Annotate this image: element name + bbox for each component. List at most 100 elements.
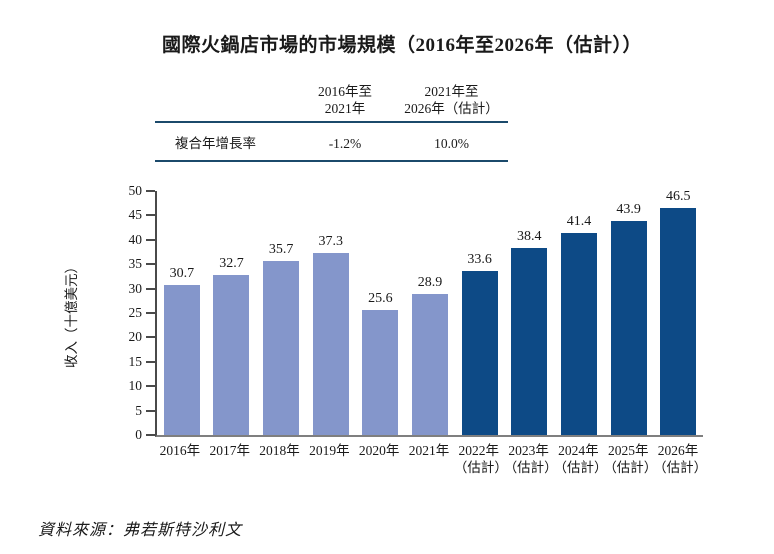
y-tick bbox=[146, 238, 155, 241]
y-tick bbox=[146, 360, 155, 363]
cagr-table-rule-top bbox=[155, 121, 508, 123]
cagr-table-header-period-2: 2021年至 2026年（估計） bbox=[395, 84, 508, 117]
period-1-line-2: 2021年 bbox=[324, 100, 366, 116]
bar-value-label: 37.3 bbox=[318, 233, 343, 249]
bar-2016年 bbox=[163, 285, 200, 435]
bar-2023年 bbox=[511, 247, 548, 435]
y-tick bbox=[146, 263, 155, 266]
cagr-row-label: 複合年增長率 bbox=[175, 136, 256, 151]
x-axis-label-estimate: （估計） bbox=[553, 460, 608, 475]
x-axis-label-estimate: （估計） bbox=[603, 460, 658, 475]
y-tick-label: 30 bbox=[128, 280, 143, 296]
x-axis-label: 2026年 （估計） bbox=[653, 442, 708, 476]
bar-column: 28.9 bbox=[405, 275, 455, 435]
cagr-table-header-period-1: 2016年至 2021年 bbox=[295, 84, 395, 117]
bar-2018年 bbox=[263, 260, 300, 435]
cagr-table-header-row: 2016年至 2021年 2021年至 2026年（估計） bbox=[155, 84, 508, 117]
figure-title: 國際火鍋店市場的市場規模（2016年至2026年（估計）） bbox=[161, 35, 642, 56]
x-axis-label-year: 2016年 bbox=[159, 443, 201, 458]
bar-2024年 bbox=[560, 232, 597, 435]
x-axis-label: 2023年 （估計） bbox=[503, 442, 558, 476]
bar-value-label: 43.9 bbox=[616, 201, 641, 217]
bar-2022年 bbox=[461, 271, 498, 435]
bar-column: 33.6 bbox=[455, 252, 505, 435]
x-axis-label: 2017年 bbox=[205, 442, 255, 476]
x-axis-label: 2021年 bbox=[404, 442, 454, 476]
y-tick-label: 45 bbox=[128, 207, 143, 223]
x-axis-label-year: 2018年 bbox=[259, 443, 300, 458]
x-axis-label: 2022年 （估計） bbox=[453, 442, 508, 476]
bar-column: 43.9 bbox=[604, 202, 654, 435]
y-tick-label: 0 bbox=[135, 427, 142, 442]
x-axis-label-estimate: （估計） bbox=[503, 460, 558, 475]
x-axis-label-year: 2023年 bbox=[508, 443, 549, 458]
bar-2021年 bbox=[412, 293, 449, 435]
plot-area: 0 5 10 15 20 25 30 35 40 45 50 30.7 32.7 35.7 37.3 25.… bbox=[129, 184, 703, 441]
x-axis-labels: 2016年 2017年 2018年 2019年 2020年 2021年 2022年 （估計） 2… bbox=[155, 442, 708, 476]
bar-column: 37.3 bbox=[306, 234, 356, 435]
x-axis-label-year: 2017年 bbox=[209, 443, 250, 458]
x-axis-label-estimate: （估計） bbox=[653, 460, 708, 475]
y-tick-label: 35 bbox=[128, 256, 143, 272]
y-tick-label: 20 bbox=[128, 329, 143, 345]
y-tick-label: 10 bbox=[128, 378, 143, 394]
x-axis-label-year: 2019年 bbox=[309, 443, 350, 458]
x-axis-label-year: 2024年 bbox=[558, 443, 599, 458]
y-tick-label: 40 bbox=[128, 231, 143, 247]
x-axis-label: 2020年 bbox=[354, 442, 404, 476]
bar-column: 41.4 bbox=[554, 214, 604, 435]
y-tick-label: 5 bbox=[135, 402, 142, 418]
bar-2026年 bbox=[660, 208, 697, 435]
bar-column: 46.5 bbox=[653, 189, 703, 435]
bar-value-label: 35.7 bbox=[268, 241, 294, 257]
y-axis-label: 收入（十億美元） bbox=[64, 260, 79, 368]
bar-value-label: 38.4 bbox=[517, 228, 542, 244]
y-tick-label: 50 bbox=[128, 183, 143, 198]
y-tick bbox=[146, 336, 155, 339]
y-tick bbox=[146, 287, 155, 290]
bar-2025年 bbox=[610, 220, 647, 435]
y-tick bbox=[146, 312, 155, 314]
cagr-value-2021-2026: 10.0% bbox=[434, 136, 469, 151]
y-tick bbox=[146, 385, 155, 388]
x-axis-label-estimate: （估計） bbox=[453, 460, 508, 475]
cagr-table-rule-bottom bbox=[155, 160, 508, 162]
source-note: 資料來源：弗若斯特沙利文 bbox=[38, 522, 243, 539]
y-tick-label: 25 bbox=[128, 305, 143, 320]
y-tick bbox=[146, 409, 155, 412]
x-axis-label-year: 2021年 bbox=[408, 443, 450, 458]
x-axis-label: 2018年 bbox=[255, 442, 305, 476]
period-2-line-1: 2021年至 bbox=[424, 84, 479, 99]
bar-value-label: 32.7 bbox=[219, 256, 244, 272]
bar-value-label: 41.4 bbox=[566, 213, 592, 229]
x-axis-label: 2016年 bbox=[155, 442, 205, 476]
period-1-line-1: 2016年至 bbox=[318, 84, 372, 99]
bar-value-label: 46.5 bbox=[665, 189, 691, 205]
x-axis-label: 2019年 bbox=[304, 442, 354, 476]
bar-column: 38.4 bbox=[504, 229, 554, 435]
y-tick-label: 15 bbox=[128, 353, 143, 369]
bar-column: 35.7 bbox=[256, 242, 306, 435]
y-tick bbox=[146, 434, 155, 436]
y-tick bbox=[146, 214, 155, 217]
x-axis-label: 2025年 （估計） bbox=[603, 442, 658, 476]
cagr-table-data-row: 複合年增長率 -1.2% 10.0% bbox=[155, 123, 508, 160]
period-2-line-2: 2026年（估計） bbox=[404, 100, 499, 116]
bar-series: 30.7 32.7 35.7 37.3 25.6 28.9 33.6 38.4 41.4 43.9… bbox=[157, 189, 703, 435]
cagr-table: 2016年至 2021年 2021年至 2026年（估計） 複合年增長率 -1.… bbox=[155, 84, 508, 162]
bar-value-label: 28.9 bbox=[417, 274, 443, 290]
bar-2019年 bbox=[312, 252, 349, 435]
x-axis-label-year: 2025年 bbox=[607, 443, 649, 458]
x-axis-label-year: 2026年 bbox=[657, 443, 699, 458]
bar-value-label: 25.6 bbox=[368, 291, 393, 307]
y-tick bbox=[146, 190, 155, 192]
bar-column: 25.6 bbox=[356, 291, 406, 435]
bar-value-label: 33.6 bbox=[467, 252, 492, 268]
bar-value-label: 30.7 bbox=[169, 266, 195, 282]
x-axis-label-year: 2020年 bbox=[358, 443, 400, 458]
bar-2017年 bbox=[213, 275, 250, 435]
bar-column: 30.7 bbox=[157, 266, 207, 435]
cagr-value-2016-2021: -1.2% bbox=[328, 136, 362, 151]
x-axis-label-year: 2022年 bbox=[458, 443, 500, 458]
